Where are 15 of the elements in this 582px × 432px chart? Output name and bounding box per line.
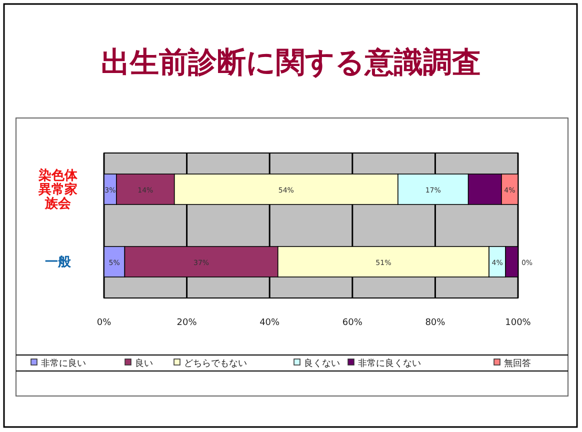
legend-label: 無回答: [504, 358, 531, 369]
legend-label: 非常に良い: [41, 358, 86, 369]
chart-title: 出生前診断に関する意識調査: [101, 45, 481, 79]
x-tick-label: 40%: [260, 318, 280, 328]
legend-label: どちらでもない: [184, 359, 247, 369]
legend-label: 良くない: [304, 358, 340, 369]
x-tick-label: 100%: [505, 318, 532, 328]
legend-label: 非常に良くない: [358, 358, 421, 369]
x-tick-label: 80%: [425, 318, 446, 328]
x-tick-label: 0%: [96, 318, 112, 328]
legend-label: 良い: [135, 358, 153, 369]
y-tick-label: 一般: [45, 254, 72, 270]
x-tick-label: 60%: [342, 318, 363, 328]
x-tick-label: 20%: [176, 318, 198, 328]
y-tick-label: 染色体異常家族会: [38, 167, 78, 212]
